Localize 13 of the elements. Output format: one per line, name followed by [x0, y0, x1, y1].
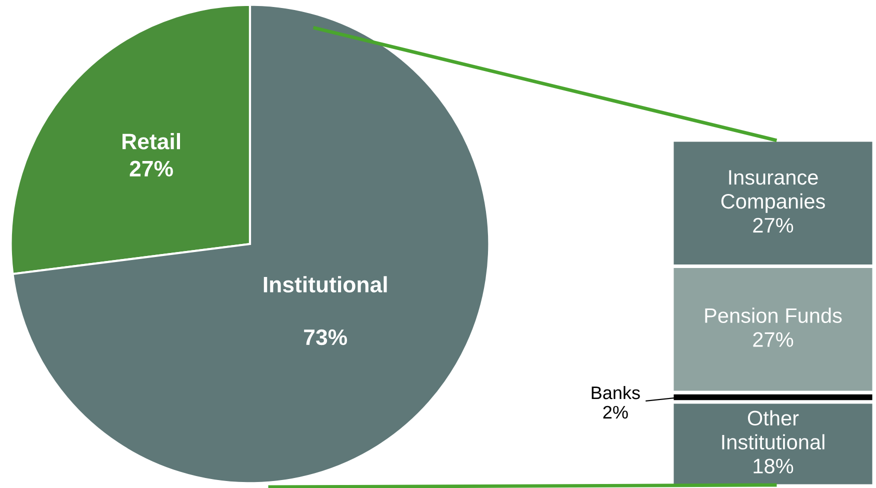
slice-label: Retail — [122, 133, 180, 150]
slice-label: Institutional — [264, 276, 387, 292]
series-label: Other Institutional — [722, 410, 824, 450]
data-label: 73% — [304, 329, 348, 346]
data-label: 2% — [603, 406, 628, 419]
pie-slice — [12, 4, 490, 484]
data-label: 27% — [753, 218, 794, 233]
data-label: 18% — [754, 458, 794, 474]
series-label: Pension Funds — [705, 308, 842, 323]
series-label: Insurance Companies — [721, 170, 825, 213]
series-label: Banks — [592, 386, 640, 400]
data-label: 27% — [130, 160, 173, 176]
data-label: 27% — [753, 332, 794, 347]
